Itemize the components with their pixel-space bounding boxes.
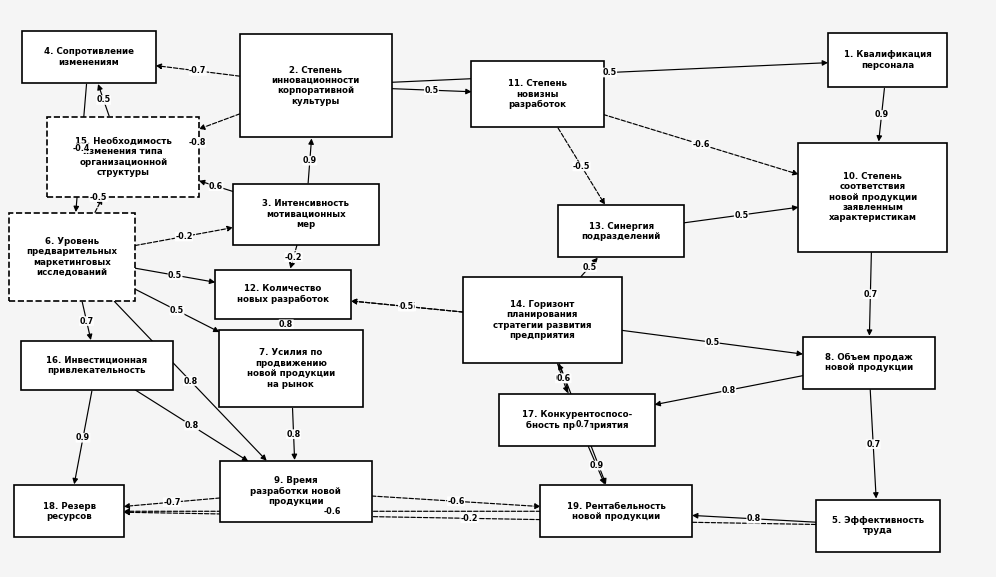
Text: 17. Конкурентоспосо-
бность предприятия: 17. Конкурентоспосо- бность предприятия: [522, 410, 632, 430]
Text: 0.8: 0.8: [556, 374, 570, 383]
FancyBboxPatch shape: [816, 500, 940, 552]
Text: 0.6: 0.6: [557, 374, 571, 383]
Text: 0.8: 0.8: [287, 430, 301, 439]
FancyBboxPatch shape: [21, 341, 172, 390]
FancyBboxPatch shape: [219, 329, 363, 407]
FancyBboxPatch shape: [215, 269, 351, 319]
Text: 0.9: 0.9: [303, 156, 317, 165]
Text: 0.5: 0.5: [168, 271, 182, 280]
Text: 0.8: 0.8: [279, 320, 294, 329]
FancyBboxPatch shape: [233, 184, 378, 245]
Text: 3. Интенсивность
мотивационных
мер: 3. Интенсивность мотивационных мер: [262, 199, 350, 229]
Text: -0.7: -0.7: [163, 498, 180, 507]
Text: 0.5: 0.5: [170, 306, 184, 315]
Text: 9. Время
разработки новой
продукции: 9. Время разработки новой продукции: [250, 477, 342, 506]
Text: 6. Уровень
предварительных
маркетинговых
исследований: 6. Уровень предварительных маркетинговых…: [27, 237, 118, 277]
Text: -0.6: -0.6: [447, 497, 465, 506]
Text: 8. Объем продаж
новой продукции: 8. Объем продаж новой продукции: [825, 353, 913, 373]
Text: 18. Резерв
ресурсов: 18. Резерв ресурсов: [43, 501, 96, 521]
Text: 0.8: 0.8: [747, 514, 761, 523]
Text: 0.7: 0.7: [864, 290, 877, 299]
Text: -0.8: -0.8: [188, 138, 206, 147]
Text: 0.9: 0.9: [76, 433, 90, 442]
FancyBboxPatch shape: [48, 117, 199, 197]
Text: 14. Горизонт
планирования
стратегии развития
предприятия: 14. Горизонт планирования стратегии разв…: [493, 300, 592, 340]
Text: -0.5: -0.5: [90, 193, 108, 201]
Text: -0.2: -0.2: [175, 232, 192, 241]
FancyBboxPatch shape: [803, 337, 935, 389]
Text: -0.7: -0.7: [189, 66, 206, 76]
Text: 0.5: 0.5: [583, 263, 597, 272]
Text: 0.7: 0.7: [576, 419, 590, 429]
FancyBboxPatch shape: [240, 34, 391, 137]
FancyBboxPatch shape: [14, 485, 124, 537]
Text: 0.9: 0.9: [874, 110, 888, 119]
Text: -0.6: -0.6: [324, 507, 341, 516]
Text: 5. Эффективность
труда: 5. Эффективность труда: [832, 516, 923, 535]
FancyBboxPatch shape: [499, 394, 654, 446]
Text: 0.5: 0.5: [705, 338, 719, 347]
Text: 13. Синергия
подразделений: 13. Синергия подразделений: [582, 222, 661, 241]
Text: -0.2: -0.2: [461, 514, 478, 523]
FancyBboxPatch shape: [220, 461, 372, 522]
Text: 0.5: 0.5: [734, 211, 748, 219]
Text: 0.9: 0.9: [590, 461, 604, 470]
FancyBboxPatch shape: [471, 61, 604, 128]
Text: -0.5: -0.5: [398, 302, 415, 311]
Text: -0.6: -0.6: [692, 140, 709, 149]
Text: -0.2: -0.2: [285, 253, 303, 261]
Text: 0.5: 0.5: [603, 68, 617, 77]
Text: 2. Степень
инновационности
корпоративной
культуры: 2. Степень инновационности корпоративной…: [271, 66, 360, 106]
FancyBboxPatch shape: [22, 31, 155, 83]
Text: -0.5: -0.5: [573, 162, 591, 171]
Text: 12. Количество
новых разработок: 12. Количество новых разработок: [237, 284, 329, 304]
FancyBboxPatch shape: [541, 485, 692, 537]
Text: 0.7: 0.7: [867, 440, 880, 449]
FancyBboxPatch shape: [828, 32, 947, 88]
Text: 0.5: 0.5: [97, 96, 111, 104]
Text: 15. Необходимость
изменения типа
организационной
структуры: 15. Необходимость изменения типа организ…: [75, 137, 171, 177]
Text: 19. Рентабельность
новой продукции: 19. Рентабельность новой продукции: [567, 501, 665, 521]
FancyBboxPatch shape: [9, 213, 135, 301]
Text: 0.8: 0.8: [184, 421, 199, 430]
Text: 11. Степень
новизны
разработок: 11. Степень новизны разработок: [508, 80, 567, 109]
FancyBboxPatch shape: [463, 277, 622, 363]
Text: -0.4: -0.4: [73, 144, 90, 153]
Text: 0.6: 0.6: [209, 182, 223, 190]
FancyBboxPatch shape: [558, 205, 684, 257]
Text: 0.5: 0.5: [400, 302, 414, 311]
Text: 0.8: 0.8: [722, 385, 736, 395]
Text: 1. Квалификация
персонала: 1. Квалификация персонала: [844, 50, 931, 70]
Text: 10. Степень
соответствия
новой продукции
заявленным
характеристикам: 10. Степень соответствия новой продукции…: [829, 172, 917, 222]
FancyBboxPatch shape: [798, 143, 947, 252]
Text: 0.8: 0.8: [183, 377, 197, 385]
Text: 0.7: 0.7: [80, 317, 94, 325]
Text: 0.5: 0.5: [424, 86, 438, 95]
Text: 4. Сопротивление
изменениям: 4. Сопротивление изменениям: [44, 47, 133, 67]
Text: 16. Инвестиционная
привлекательность: 16. Инвестиционная привлекательность: [46, 356, 147, 375]
Text: 7. Усилия по
продвижению
новой продукции
на рынок: 7. Усилия по продвижению новой продукции…: [247, 349, 335, 388]
